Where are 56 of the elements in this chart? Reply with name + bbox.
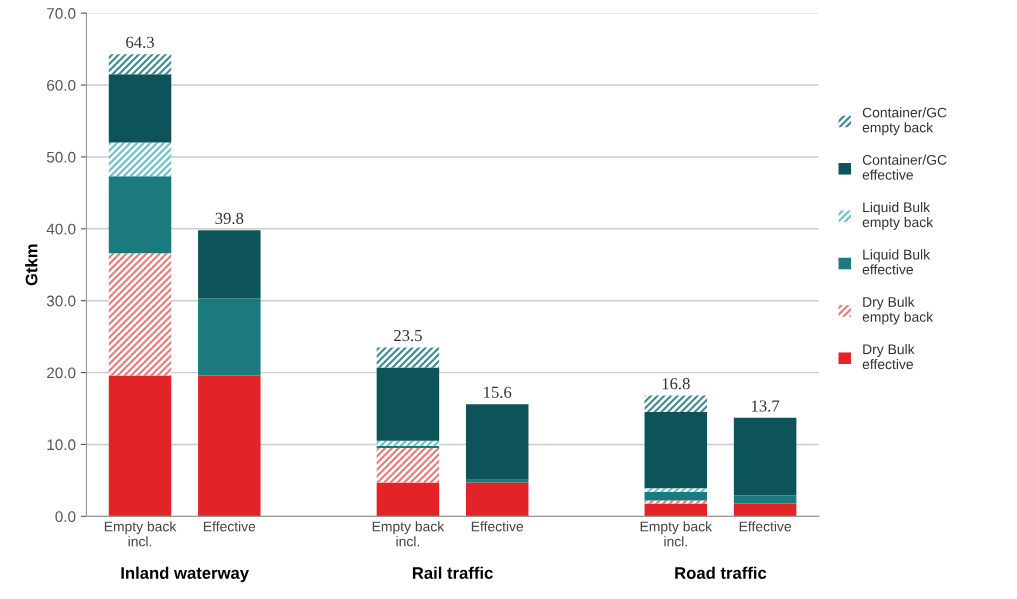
legend-label: Dry Bulk effective <box>862 344 915 370</box>
bar <box>465 479 529 483</box>
total-label: 16.8 <box>662 378 690 390</box>
x-tick-label: Effective <box>203 521 256 532</box>
bar <box>198 298 261 376</box>
total-label: 23.5 <box>394 329 422 342</box>
legend-label: Liquid Bulk empty back <box>862 201 934 230</box>
legend-label: Dry Bulk empty back <box>862 296 934 325</box>
x-tick-label: Effective <box>471 521 524 532</box>
y-tick-label: 10.0 <box>47 439 76 451</box>
legend-label: Container/GC empty back <box>862 107 947 136</box>
bar <box>733 503 797 517</box>
bar <box>376 482 440 517</box>
y-tick-label: 40.0 <box>46 223 76 235</box>
y-tick-label: 70.0 <box>47 8 76 19</box>
bar <box>644 488 708 492</box>
legend-label: Liquid Bulk effective <box>862 249 931 275</box>
text: Rail traffic <box>412 566 493 579</box>
bar <box>376 448 440 483</box>
x-tick-label: Empty back incl. <box>104 521 177 547</box>
total-label: 64.3 <box>126 36 154 48</box>
y-tick-label: 30.0 <box>46 295 76 307</box>
bar <box>644 491 708 501</box>
y-tick-label: 20.0 <box>47 367 76 379</box>
bar <box>733 417 797 496</box>
bar <box>376 367 440 441</box>
bar <box>644 395 708 413</box>
bar <box>108 54 172 75</box>
y-tick-label: 0.0 <box>55 511 76 523</box>
bar <box>644 412 708 489</box>
y-tick-label: 50.0 <box>46 151 76 163</box>
bar <box>733 495 797 504</box>
x-tick-label: Empty back incl. <box>372 521 445 547</box>
bar <box>376 347 440 368</box>
legend-label: Container/GC effective <box>862 154 947 180</box>
y-axis-title: Gtkm <box>25 244 38 286</box>
bar <box>108 74 172 143</box>
bar <box>108 142 172 177</box>
bar <box>644 503 708 517</box>
text: Inland waterway <box>121 566 249 583</box>
total-label: 15.6 <box>484 386 512 399</box>
x-tick-label: Empty back incl. <box>640 521 713 547</box>
bar <box>465 404 529 480</box>
bar <box>465 482 529 517</box>
bar <box>198 230 261 299</box>
total-label: 13.7 <box>751 400 780 412</box>
bar <box>108 375 172 517</box>
bar <box>376 445 440 449</box>
bar <box>108 253 172 376</box>
bar <box>108 176 172 254</box>
bar <box>376 440 440 446</box>
y-tick-label: 60.0 <box>47 79 76 91</box>
text: Road traffic <box>675 566 767 579</box>
total-label: 39.8 <box>215 212 244 225</box>
x-tick-label: Effective <box>739 521 791 532</box>
bar <box>198 375 261 517</box>
